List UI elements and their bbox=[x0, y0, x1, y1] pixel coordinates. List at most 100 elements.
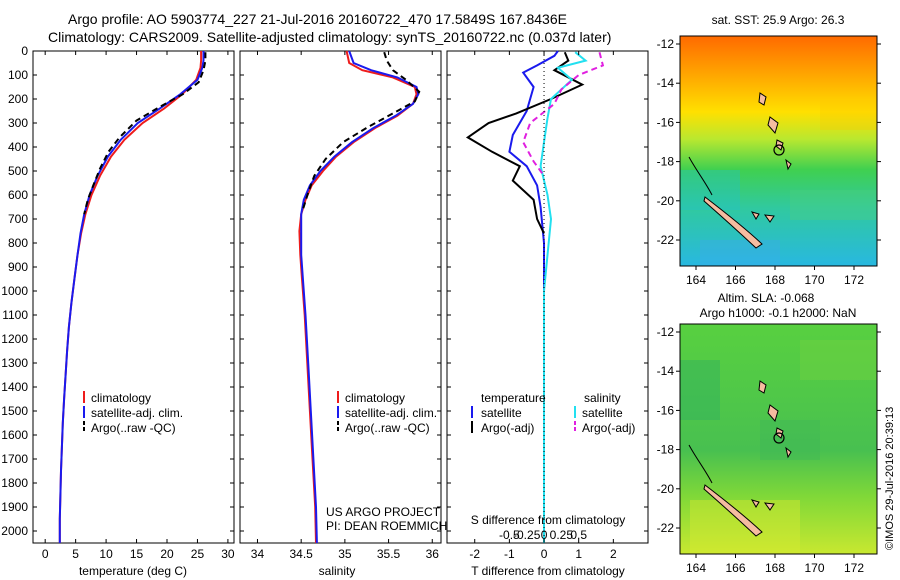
temperature-x-ticks: 0 5 10 15 20 25 30 bbox=[33, 50, 235, 561]
depth-tick-label: 1700 bbox=[1, 452, 28, 466]
series-line-argo-raw-qc bbox=[301, 51, 421, 210]
difference-legend: temperature salinity satellite Argo(-adj… bbox=[471, 391, 635, 435]
depth-tick-label: 400 bbox=[8, 140, 28, 154]
salinity-legend: climatology satellite-adj. clim. Argo(..… bbox=[337, 391, 437, 435]
map-y-tick-label: -22 bbox=[657, 521, 675, 535]
depth-tick-label: 1100 bbox=[2, 308, 28, 322]
x-tick-label: 15 bbox=[130, 547, 144, 561]
map-x-tick-label: 172 bbox=[844, 273, 864, 287]
figure-title-line1: Argo profile: AO 5903774_227 21-Jul-2016… bbox=[68, 11, 567, 27]
map-y-tick-label: -16 bbox=[657, 115, 675, 129]
series-line-temperature-satellite bbox=[508, 50, 559, 543]
legend-label-t-satellite: satellite bbox=[481, 406, 522, 420]
sla-texture bbox=[680, 340, 877, 554]
sst-texture bbox=[680, 100, 877, 266]
depth-tick-label: 1300 bbox=[1, 356, 28, 370]
x-tick-label: 30 bbox=[221, 547, 235, 561]
series-line-temperature-argo-adj bbox=[465, 51, 585, 234]
salinity-series bbox=[298, 50, 421, 544]
legend-label-climatology: climatology bbox=[91, 391, 151, 405]
depth-tick-label: 600 bbox=[8, 188, 28, 202]
map-y-tick-label: -20 bbox=[657, 482, 675, 496]
map-y-tick-label: -12 bbox=[657, 325, 675, 339]
x-tick-label: 0 bbox=[541, 547, 548, 561]
legend-label-t-argo: Argo(-adj) bbox=[481, 421, 534, 435]
map-x-tick-label: 170 bbox=[804, 273, 824, 287]
vanuatu-island bbox=[767, 404, 779, 423]
sla-map-x-ticks: 164 166 168 170 172 bbox=[686, 554, 864, 575]
map-y-tick-label: -16 bbox=[657, 403, 675, 417]
vanuatu-island bbox=[785, 446, 792, 459]
sla-map-y-ticks: -12 -14 -16 -18 -20 -22 bbox=[657, 325, 881, 535]
s-difference-label: S difference from climatology bbox=[471, 513, 626, 527]
map-x-tick-label: 172 bbox=[844, 561, 864, 575]
sst-map-x-ticks: 164 166 168 170 172 bbox=[686, 266, 864, 287]
map-x-tick-label: 166 bbox=[725, 561, 745, 575]
s-tick-label: -0.5 bbox=[499, 528, 520, 542]
salinity-panel: 34 34.5 35 35.5 36 salinity climatology sate… bbox=[239, 50, 447, 578]
map-x-tick-label: 164 bbox=[686, 273, 706, 287]
depth-tick-label: 1200 bbox=[1, 332, 28, 346]
legend-temperature-header: temperature bbox=[481, 391, 546, 405]
legend-label-argo: Argo(..raw -QC) bbox=[91, 421, 176, 435]
x-tick-label: 34.5 bbox=[289, 547, 313, 561]
vanuatu-island bbox=[758, 92, 767, 106]
t-difference-label: T difference from climatology bbox=[471, 564, 625, 578]
series-line-salinity-argo-adj bbox=[522, 51, 605, 177]
vanuatu-island bbox=[767, 116, 779, 135]
map-x-tick-label: 168 bbox=[765, 561, 785, 575]
legend-label-satellite: satellite-adj. clim. bbox=[345, 406, 437, 420]
difference-s-ticks: -0.5-0.25 0 0.250.5 bbox=[499, 528, 587, 542]
sla-map-title-line2: Argo h1000: -0.1 h2000: NaN bbox=[700, 306, 857, 320]
x-tick-label: 5 bbox=[72, 547, 79, 561]
map-y-tick-label: -20 bbox=[657, 194, 675, 208]
loyalty-island bbox=[763, 214, 775, 223]
fiji-reef bbox=[688, 444, 713, 484]
s-tick-label: 0.25 bbox=[550, 528, 574, 542]
depth-tick-label: 100 bbox=[8, 68, 28, 82]
depth-tick-label: 2000 bbox=[1, 524, 28, 538]
s-tick-label: 0 bbox=[541, 528, 548, 542]
temperature-series bbox=[58, 51, 207, 543]
imos-credit: ©IMOS 29-Jul-2016 20:39:13 bbox=[884, 407, 896, 550]
figure-title-line2: Climatology: CARS2009. Satellite-adjuste… bbox=[48, 29, 611, 45]
difference-series bbox=[465, 50, 605, 543]
x-tick-label: 20 bbox=[160, 547, 174, 561]
x-tick-label: 10 bbox=[99, 547, 113, 561]
difference-plot-frame bbox=[446, 50, 649, 544]
x-tick-label: -1 bbox=[504, 547, 515, 561]
loyalty-island bbox=[763, 502, 775, 511]
x-tick-label: 36 bbox=[426, 547, 440, 561]
series-line-salinity-satellite bbox=[539, 51, 588, 543]
s-tick-label: -0.25 bbox=[513, 528, 541, 542]
legend-label-s-argo: Argo(-adj) bbox=[582, 421, 635, 435]
series-line-argo-raw-qc bbox=[83, 52, 207, 215]
loyalty-island bbox=[750, 211, 760, 220]
map-y-tick-label: -14 bbox=[657, 364, 675, 378]
project-annotation-line1: US ARGO PROJECT bbox=[326, 505, 441, 519]
temperature-plot-frame bbox=[32, 50, 235, 544]
x-tick-label: 25 bbox=[191, 547, 205, 561]
sla-field bbox=[680, 324, 877, 554]
new-caledonia-island bbox=[703, 196, 763, 249]
map-y-tick-label: -12 bbox=[657, 37, 675, 51]
depth-axis-labels: 0 100 200 300 400 500 600 700 800 900 1000 1100 1200… bbox=[1, 44, 28, 538]
map-y-tick-label: -14 bbox=[657, 76, 675, 90]
legend-label-climatology: climatology bbox=[345, 391, 405, 405]
salinity-x-label: salinity bbox=[319, 564, 356, 578]
difference-x-ticks: -2 -1 0 1 2 bbox=[447, 50, 648, 561]
x-tick-label: 2 bbox=[610, 547, 617, 561]
legend-label-s-satellite: satellite bbox=[582, 406, 623, 420]
map-y-tick-label: -22 bbox=[657, 233, 675, 247]
x-tick-label: 35 bbox=[338, 547, 352, 561]
difference-panel: -2 -1 0 1 2 -0.5-0.25 0 0.250.5 S difference f… bbox=[446, 50, 649, 578]
depth-tick-label: 1000 bbox=[1, 284, 28, 298]
map-y-tick-label: -18 bbox=[657, 443, 675, 457]
map-x-tick-label: 168 bbox=[765, 273, 785, 287]
vanuatu-island bbox=[785, 158, 792, 171]
depth-tick-label: 500 bbox=[8, 164, 28, 178]
argo-float-location-marker bbox=[773, 144, 785, 156]
s-tick-label: 0.5 bbox=[570, 528, 587, 542]
depth-tick-label: 700 bbox=[8, 212, 28, 226]
